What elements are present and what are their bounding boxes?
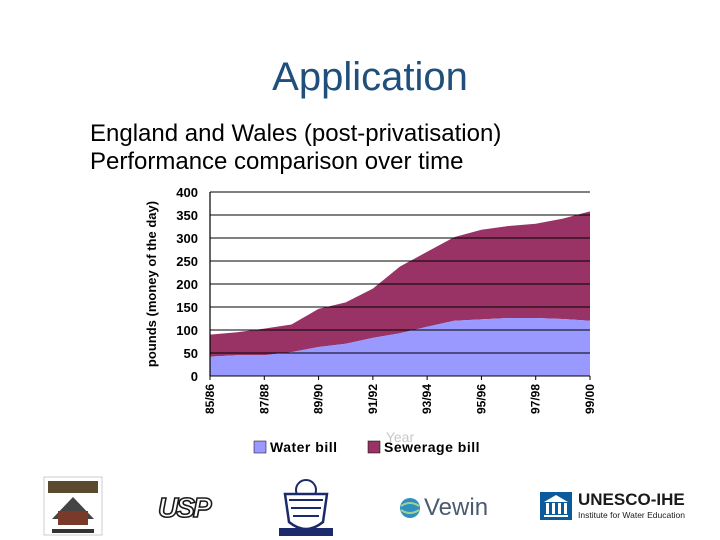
x-tick-label: 85/86: [203, 384, 217, 414]
y-tick-label: 50: [184, 346, 198, 361]
y-tick-label: 0: [191, 369, 198, 384]
usp-logo: USP: [157, 491, 212, 524]
y-tick-label: 300: [176, 231, 198, 246]
legend-swatch-1: [367, 440, 381, 454]
y-tick-label: 200: [176, 277, 198, 292]
y-tick-label: 100: [176, 323, 198, 338]
y-tick-label: 350: [176, 208, 198, 223]
logo-strip: USP Vewin UNESCO-IHE Institute for Water…: [0, 460, 720, 540]
vewin-logo: Vewin: [424, 494, 489, 521]
unesco-name: UNESCO-IHE: [578, 490, 685, 509]
x-tick-label: 89/90: [312, 384, 326, 414]
bullet-line-1: England and Wales (post-privatisation): [90, 120, 502, 147]
x-tick-label: 97/98: [529, 384, 543, 414]
y-tick-label: 250: [176, 254, 198, 269]
unesco-subtitle: Institute for Water Education: [578, 510, 685, 520]
y-tick-label: 150: [176, 300, 198, 315]
x-tick-label: 99/00: [583, 384, 597, 414]
legend-label-0: Water bill: [270, 439, 338, 455]
globe-icon: [400, 498, 420, 518]
x-tick-label: 95/96: [474, 384, 488, 414]
x-tick-label: 91/92: [366, 384, 380, 414]
university-crest-icon: [279, 479, 333, 536]
series-area-water: [210, 318, 590, 376]
temple-icon: [540, 492, 572, 520]
legend-swatch-0: [253, 440, 267, 454]
y-axis-label: pounds (money of the day): [144, 201, 159, 367]
bill-chart: 0 50 100 150 200 250 300 350 400 pounds (money of…: [144, 185, 597, 455]
bullet-line-2: Performance comparison over time: [90, 148, 464, 175]
x-axis-label: Year: [386, 429, 415, 445]
slide-title: Application: [272, 55, 468, 99]
y-tick-label: 400: [176, 185, 198, 200]
x-tick-label: 93/94: [420, 384, 434, 414]
legend-label-1: Sewerage bill: [384, 439, 480, 455]
institute-logo-icon: [43, 476, 103, 536]
x-tick-label: 87/88: [257, 384, 271, 414]
